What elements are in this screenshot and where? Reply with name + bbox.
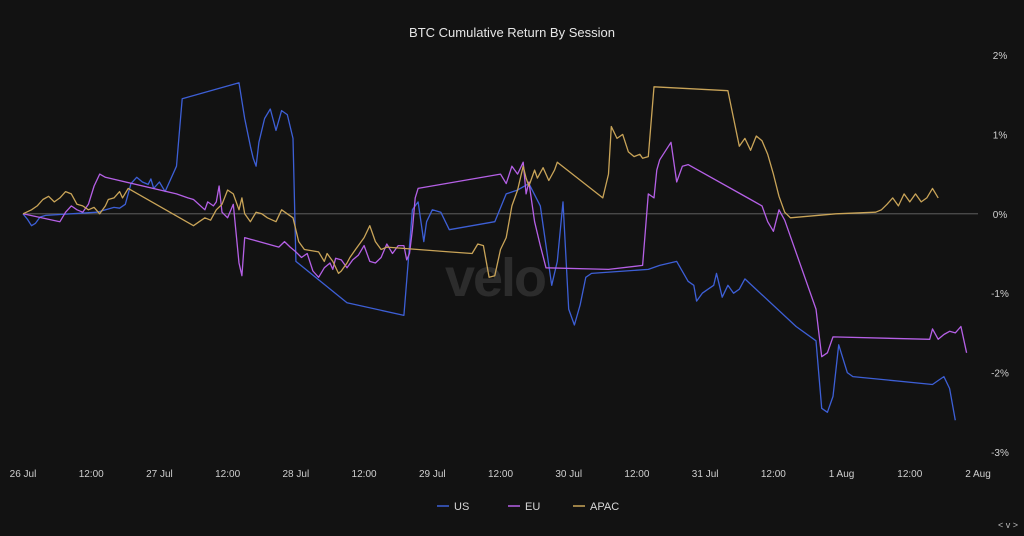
- x-axis: 26 Jul 12:00 27 Jul 12:00 28 Jul 12:00 29 Jul 1…: [10, 469, 991, 480]
- x-tick-label: 12:00: [352, 469, 377, 480]
- y-tick-label: 0%: [993, 210, 1008, 221]
- series-line-eu[interactable]: [22, 141, 968, 358]
- y-tick-label: 2%: [993, 51, 1008, 62]
- legend-label: APAC: [590, 501, 619, 513]
- velo-watermark: velo: [445, 248, 545, 308]
- x-tick-label: 27 Jul: [146, 469, 173, 480]
- y-tick-label: -2%: [991, 369, 1009, 380]
- x-tick-label: 12:00: [488, 469, 513, 480]
- series-line-us[interactable]: [22, 82, 956, 421]
- x-tick-label: 12:00: [761, 469, 786, 480]
- legend-label: EU: [525, 501, 540, 513]
- x-tick-label: 12:00: [79, 469, 104, 480]
- series-line-apac[interactable]: [22, 86, 939, 278]
- x-tick-label: 1 Aug: [829, 469, 855, 480]
- chart-nav-controls[interactable]: < v >: [998, 520, 1018, 530]
- legend[interactable]: US EU APAC: [437, 501, 619, 513]
- x-tick-label: 31 Jul: [692, 469, 719, 480]
- x-tick-label: 12:00: [624, 469, 649, 480]
- legend-item-eu[interactable]: EU: [508, 501, 540, 513]
- x-tick-label: 29 Jul: [419, 469, 446, 480]
- y-axis: 2% 1% 0% -1% -2% -3%: [991, 51, 1009, 459]
- chart-title: BTC Cumulative Return By Session: [409, 25, 615, 40]
- y-tick-label: 1%: [993, 130, 1008, 141]
- legend-label: US: [454, 501, 469, 513]
- x-tick-label: 28 Jul: [283, 469, 310, 480]
- legend-item-us[interactable]: US: [437, 501, 469, 513]
- series-layer: [22, 82, 968, 421]
- x-tick-label: 2 Aug: [965, 469, 991, 480]
- x-tick-label: 12:00: [215, 469, 240, 480]
- x-tick-label: 26 Jul: [10, 469, 37, 480]
- x-tick-label: 30 Jul: [555, 469, 582, 480]
- y-tick-label: -1%: [991, 289, 1009, 300]
- x-tick-label: 12:00: [897, 469, 922, 480]
- legend-item-apac[interactable]: APAC: [573, 501, 619, 513]
- y-tick-label: -3%: [991, 448, 1009, 459]
